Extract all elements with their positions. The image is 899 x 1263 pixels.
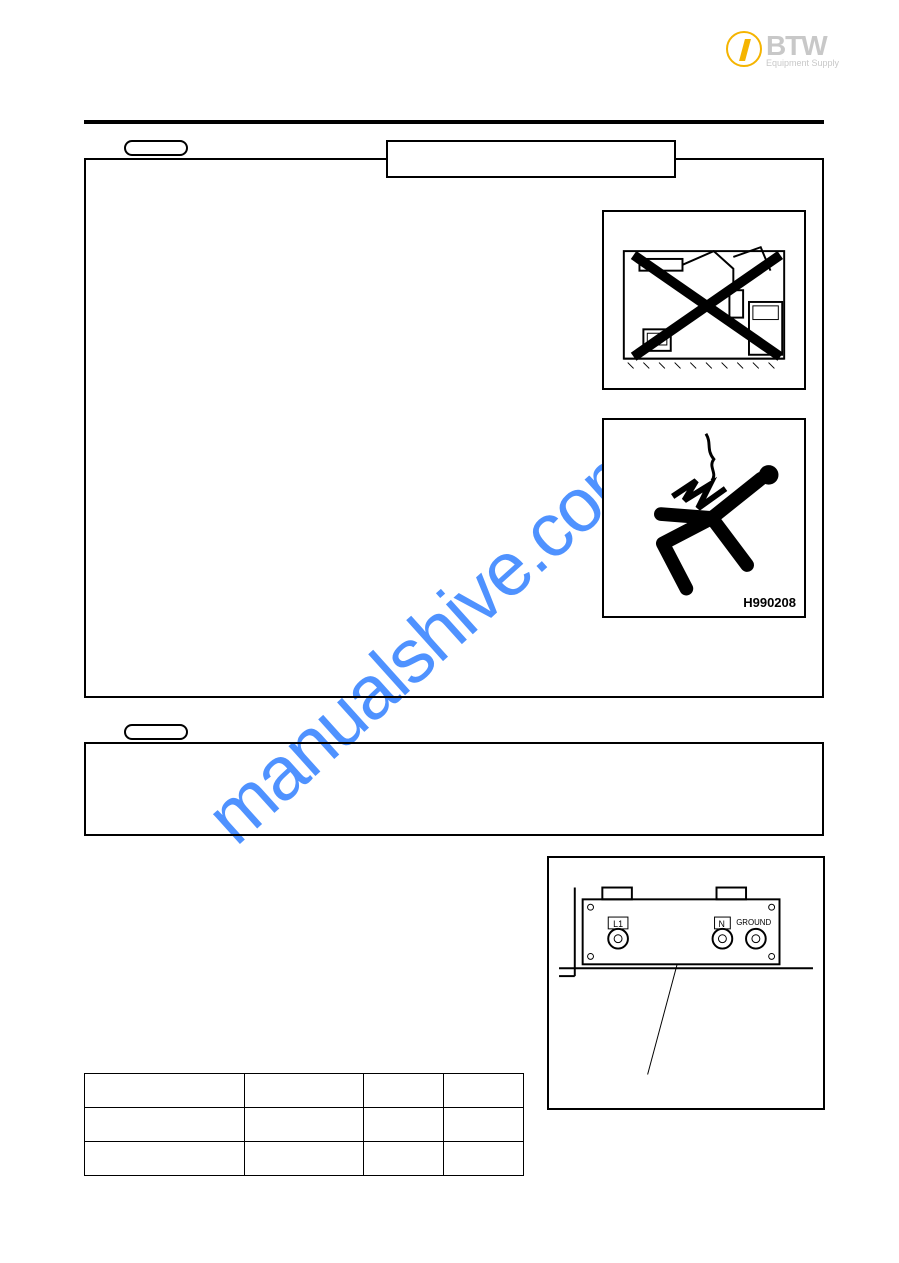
cell [85,1108,245,1142]
cell [244,1108,364,1142]
table-row [85,1108,524,1142]
content-area: H990208 [84,120,824,836]
n-label: N [718,919,724,929]
cell [444,1142,524,1176]
figure-terminal-block: L1 N GROUND [547,856,825,1110]
ground-label: GROUND [736,918,771,927]
brand-logo: BTW Equipment Supply [726,30,839,68]
box1-title [386,140,676,178]
back-injury-icon [604,420,804,616]
cell [85,1074,245,1108]
cell [364,1074,444,1108]
bolt-icon [726,31,762,67]
cell [244,1142,364,1176]
cell [364,1142,444,1176]
figure-back-injury: H990208 [602,418,806,618]
table-row [85,1142,524,1176]
table-row [85,1074,524,1108]
cell [244,1074,364,1108]
cell [444,1108,524,1142]
horizontal-rule [84,120,824,124]
warning-box-1: H990208 [84,158,824,698]
caution-box-2 [84,742,824,836]
diagram-crossed-room-icon [604,212,804,388]
cell [364,1108,444,1142]
terminal-block-icon: L1 N GROUND [549,858,823,1108]
brand-sub: Equipment Supply [766,58,839,68]
cell [444,1074,524,1108]
voltage-table [84,1073,524,1176]
l1-label: L1 [613,919,623,929]
figure2-code: H990208 [743,595,796,610]
page: BTW Equipment Supply manualshive.com [0,0,899,1263]
figure-dont-install [602,210,806,390]
cell [85,1142,245,1176]
box1-label [124,140,188,156]
box2-label [124,724,188,740]
